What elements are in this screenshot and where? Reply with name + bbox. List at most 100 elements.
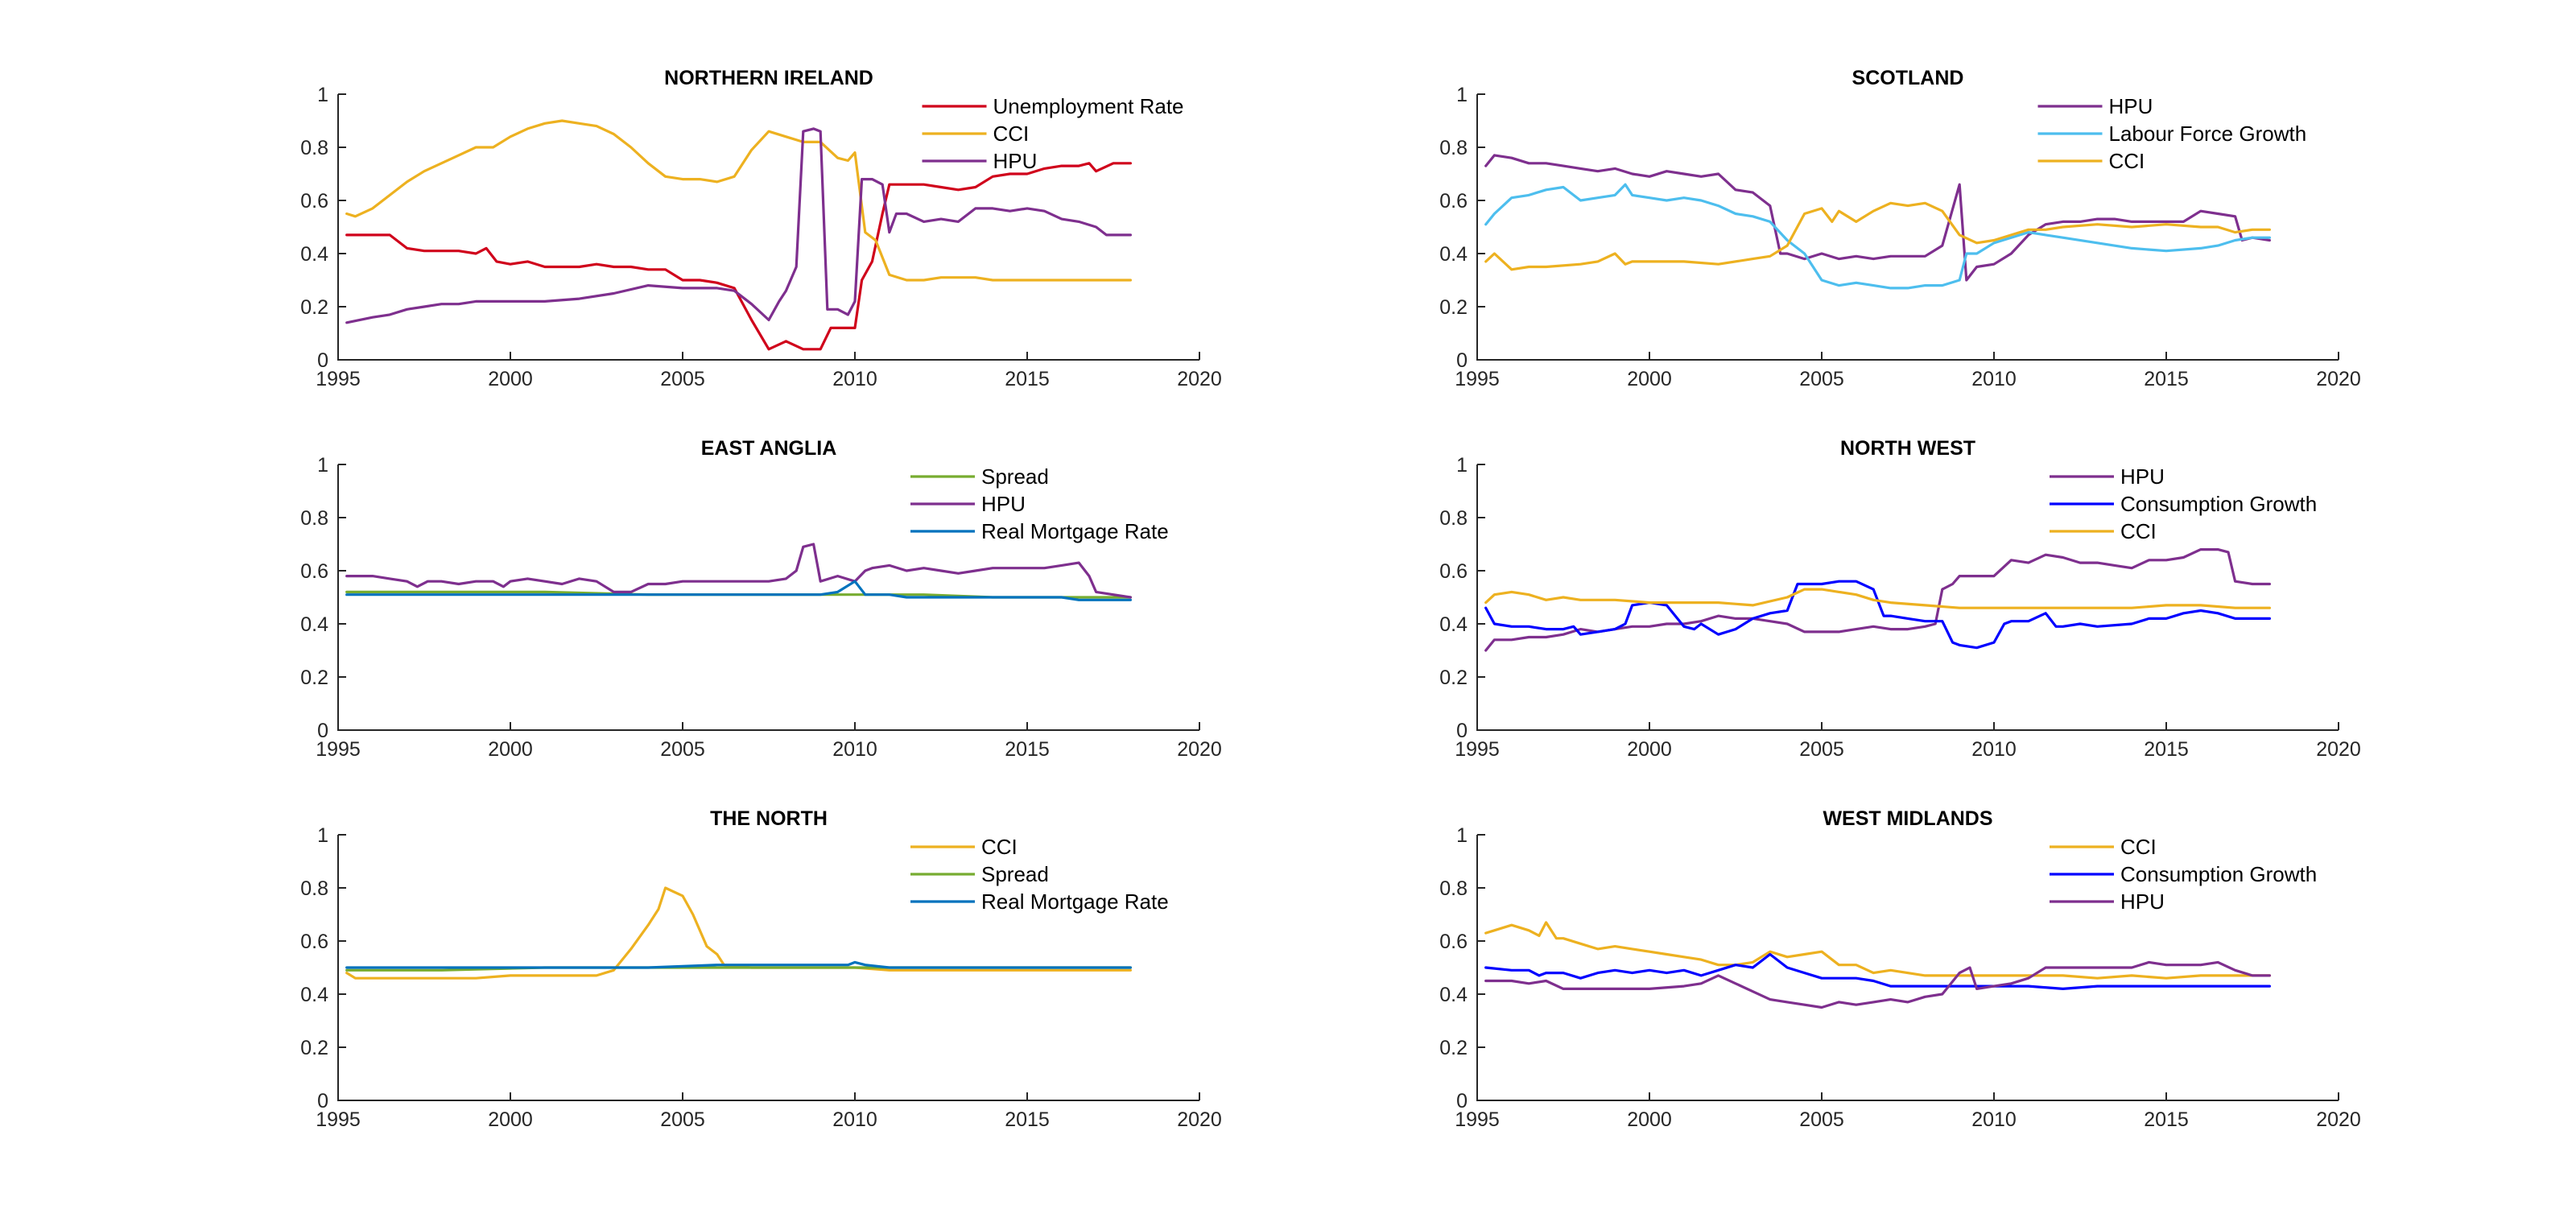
y-tick-label: 0.8 [300,137,328,159]
chart-title: THE NORTH [710,807,828,830]
y-tick-label: 0.4 [1439,243,1468,266]
y-tick-label: 0.8 [300,507,328,530]
y-tick-label: 1 [317,84,328,106]
y-tick-label: 0.6 [300,560,328,583]
x-tick-label: 2015 [2144,1108,2189,1131]
y-tick-label: 0 [1456,349,1468,372]
y-tick-label: 0 [1456,1090,1468,1112]
chart-title: EAST ANGLIA [701,437,837,460]
series-line-cci [345,119,1132,282]
x-tick-label: 2005 [660,738,705,761]
x-tick-label: 2000 [1627,368,1672,390]
chart-panel-0: 1995 2000 2005 2010 2015 2020 0 0.2 0.4 0.6 0.8 1 NO… [300,67,1222,390]
y-tick-label: 0 [317,349,328,372]
x-tick-label: 2000 [1627,738,1672,761]
x-tick-label: 1995 [1455,738,1500,761]
legend-label: Spread [981,464,1049,489]
x-tick-label: 2020 [2316,1108,2361,1131]
y-tick-label: 1 [1456,454,1468,477]
x-tick-label: 2005 [1799,1108,1844,1131]
series-line-unemployment-rate [345,162,1132,351]
x-tick-label: 2005 [660,368,705,390]
y-tick-label: 0.2 [1439,667,1468,689]
x-tick-label: 2010 [1971,1108,2017,1131]
chart-panel-5: 1995 2000 2005 2010 2015 2020 0 0.2 0.4 0.6 0.8 1 WE… [1439,807,2361,1131]
legend-label: HPU [981,492,1026,516]
y-tick-label: 0.8 [300,877,328,900]
y-tick-label: 0.2 [300,667,328,689]
x-tick-label: 1995 [316,368,361,390]
x-tick-label: 1995 [316,1108,361,1131]
legend-label: CCI [2120,519,2157,543]
x-tick-label: 1995 [1455,1108,1500,1131]
y-tick-label: 0.6 [1439,931,1468,953]
y-tick-label: 0.8 [1439,507,1468,530]
legend-label: CCI [993,122,1030,146]
y-tick-label: 0.4 [300,984,328,1006]
y-tick-label: 0.4 [300,243,328,266]
legend-label: Labour Force Growth [2109,122,2307,146]
series-line-consumption-growth [1484,580,2271,650]
x-tick-label: 2000 [488,1108,533,1131]
legend-label: HPU [2120,889,2165,914]
y-tick-label: 0.4 [1439,984,1468,1006]
series-line-hpu [345,127,1132,324]
chart-title: NORTH WEST [1840,437,1975,460]
x-tick-label: 2005 [660,1108,705,1131]
legend-label: HPU [2120,464,2165,489]
legend-label: CCI [2109,149,2145,173]
y-tick-label: 0.6 [1439,190,1468,213]
y-tick-label: 0 [317,720,328,742]
y-tick-label: 0.2 [300,1037,328,1059]
x-tick-label: 2020 [1177,738,1222,761]
x-tick-label: 2020 [1177,368,1222,390]
legend-label: CCI [2120,835,2157,859]
legend-label: HPU [993,149,1038,173]
chart-panel-1: 1995 2000 2005 2010 2015 2020 0 0.2 0.4 0.6 0.8 1 SC… [1439,67,2361,390]
x-tick-label: 2020 [1177,1108,1222,1131]
x-tick-label: 1995 [316,738,361,761]
x-tick-label: 1995 [1455,368,1500,390]
legend-label: Unemployment Rate [993,94,1184,118]
series-line-cci [1484,921,2271,980]
y-tick-label: 0.6 [1439,560,1468,583]
x-tick-label: 2000 [1627,1108,1672,1131]
x-tick-label: 2010 [832,738,877,761]
chart-panel-3: 1995 2000 2005 2010 2015 2020 0 0.2 0.4 0.6 0.8 1 NO… [1439,437,2361,761]
series-line-real-mortgage-rate [345,580,1132,601]
x-tick-label: 2010 [1971,368,2017,390]
legend-label: Real Mortgage Rate [981,889,1169,914]
y-tick-label: 1 [317,824,328,847]
y-tick-label: 0.6 [300,190,328,213]
legend-label: CCI [981,835,1018,859]
legend-label: Spread [981,862,1049,886]
x-tick-label: 2015 [1005,738,1050,761]
chart-panel-4: 1995 2000 2005 2010 2015 2020 0 0.2 0.4 0.6 0.8 1 TH… [300,807,1222,1131]
x-tick-label: 2015 [2144,368,2189,390]
x-tick-label: 2005 [1799,738,1844,761]
chart-title: WEST MIDLANDS [1823,807,1992,830]
series-line-cci [1484,588,2271,609]
y-tick-label: 0.8 [1439,877,1468,900]
x-tick-label: 2000 [488,368,533,390]
y-tick-label: 0.6 [300,931,328,953]
series-line-consumption-growth [1484,952,2271,990]
y-tick-label: 1 [1456,84,1468,106]
y-tick-label: 0.2 [1439,1037,1468,1059]
x-tick-label: 2010 [832,1108,877,1131]
y-tick-label: 1 [1456,824,1468,847]
y-tick-label: 0.4 [300,613,328,636]
legend-label: Real Mortgage Rate [981,519,1169,543]
series-line-hpu [1484,154,2271,282]
series-line-labour-force-growth [1484,183,2271,290]
y-tick-label: 0.8 [1439,137,1468,159]
y-tick-label: 0 [1456,720,1468,742]
y-tick-label: 0.2 [300,296,328,319]
legend-label: Consumption Growth [2120,862,2317,886]
x-tick-label: 2005 [1799,368,1844,390]
x-tick-label: 2020 [2316,738,2361,761]
x-tick-label: 2015 [1005,368,1050,390]
y-tick-label: 0.2 [1439,296,1468,319]
series-line-cci [1484,201,2271,271]
